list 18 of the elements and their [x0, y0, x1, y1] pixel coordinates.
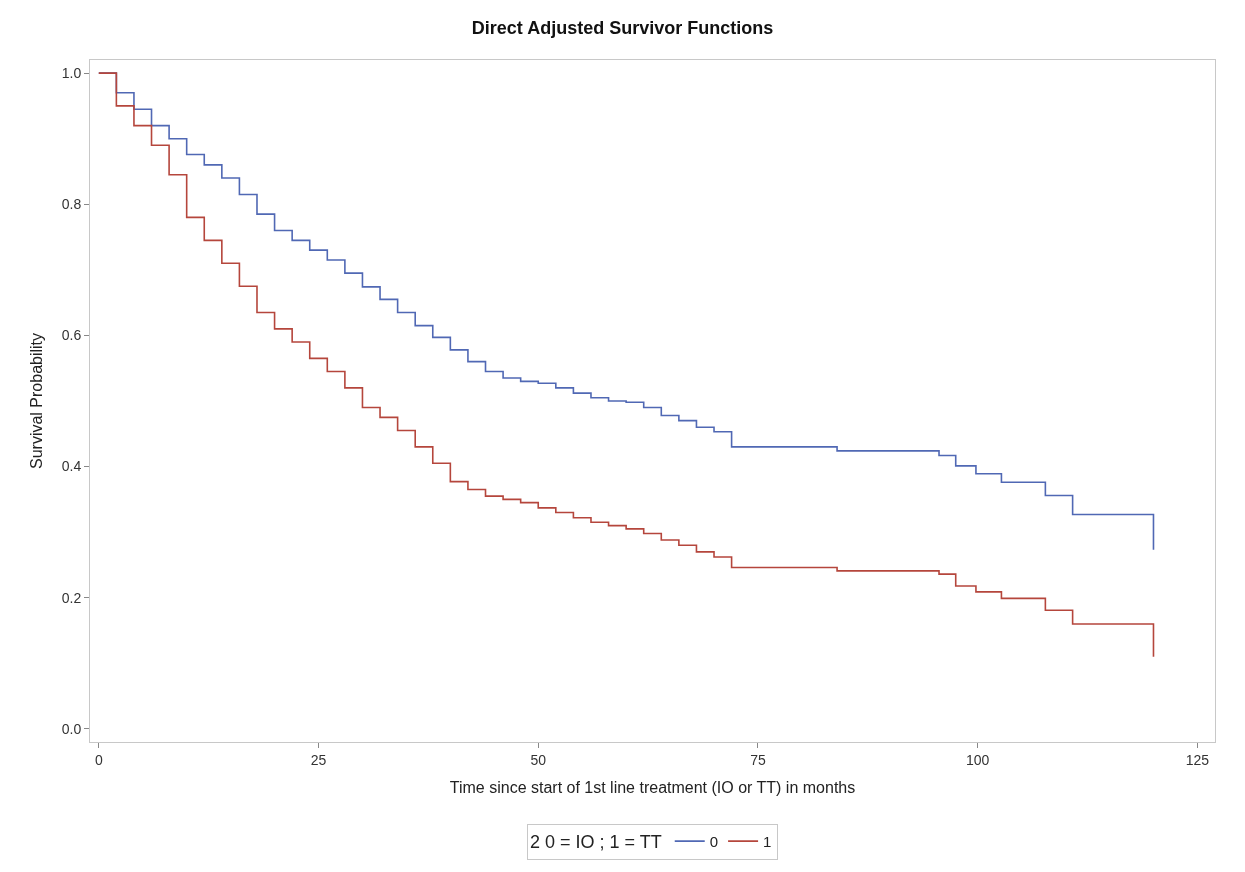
x-tick-label: 50: [530, 751, 547, 768]
legend-label: 1: [763, 832, 772, 850]
x-tick-label: 25: [310, 751, 327, 768]
x-axis-title: Time since start of 1st line treatment (IO or TT) in months: [449, 779, 856, 797]
x-tick-label: 100: [966, 751, 990, 768]
chart-title: Direct Adjusted Survivor Functions: [471, 18, 774, 39]
y-tick-label: 0.2: [61, 589, 82, 606]
x-tick-label: 125: [1185, 751, 1210, 768]
legend-title: 2 0 = IO ; 1 = TT: [530, 832, 662, 853]
legend-label: 0: [709, 832, 719, 850]
y-tick-label: 0.4: [61, 458, 82, 475]
y-tick-label: 0.8: [61, 196, 82, 213]
x-tick-label: 75: [750, 751, 766, 768]
y-tick-label: 0.6: [61, 327, 82, 344]
x-tick-label: 0: [94, 751, 103, 768]
y-tick-label: 0.0: [61, 720, 82, 737]
y-axis-title: Survival Probability: [27, 332, 45, 470]
y-tick-label: 1.0: [61, 65, 82, 82]
